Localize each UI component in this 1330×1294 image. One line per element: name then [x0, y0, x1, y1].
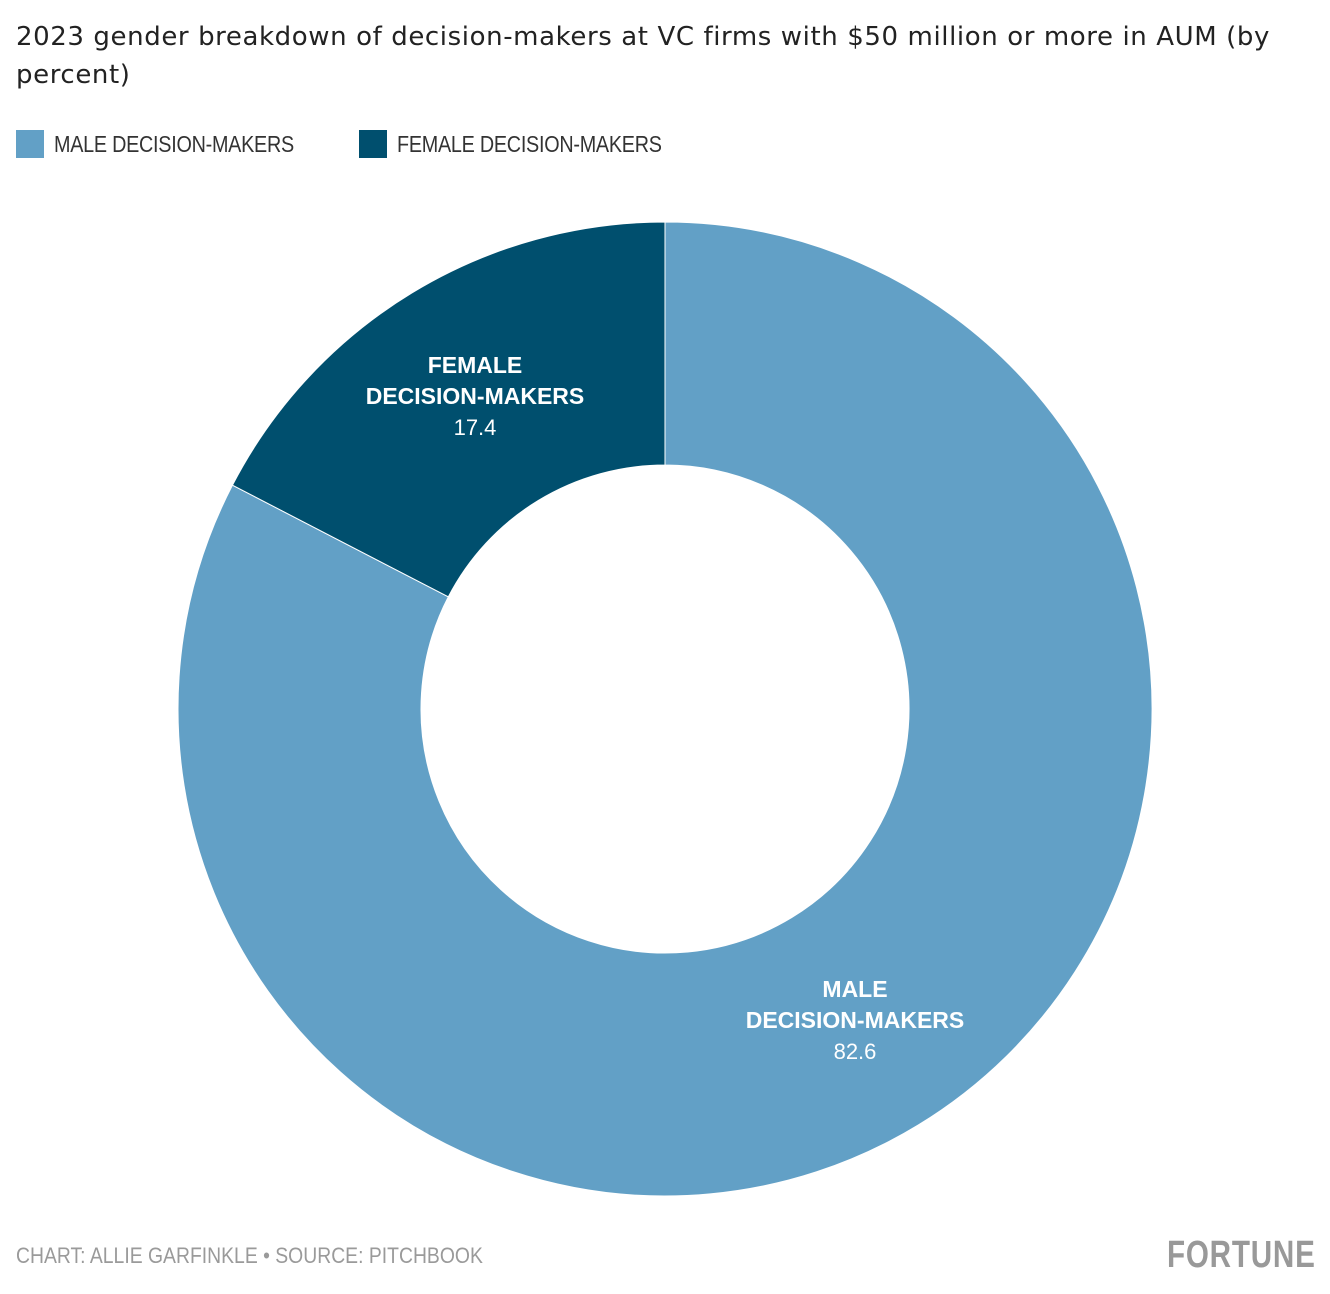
slice-label-female-decision-makers-line-1: DECISION-MAKERS: [366, 383, 585, 409]
slice-labels: MALE DECISION-MAKERS 82.6 FEMALE DECISION-MA…: [366, 352, 965, 1064]
legend-item-female: FEMALE DECISION-MAKERS: [359, 130, 665, 158]
slice-value-female-decision-makers: 17.4: [454, 415, 497, 440]
chart-credit: CHART: ALLIE GARFINKLE • SOURCE: PITCHBO…: [16, 1243, 483, 1268]
legend-label-female: FEMALE DECISION-MAKERS: [397, 130, 662, 157]
legend-swatch-male: [16, 130, 44, 158]
fortune-logo: FORTUNE: [1167, 1234, 1316, 1276]
legend-item-male: MALE DECISION-MAKERS: [16, 130, 294, 158]
slice-label-female-decision-makers-line-0: FEMALE: [428, 352, 523, 378]
slice-value-male-decision-makers: 82.6: [834, 1039, 877, 1064]
slice-label-male-decision-makers-line-0: MALE: [822, 976, 887, 1002]
legend-label-male: MALE DECISION-MAKERS: [54, 130, 294, 157]
slice-male-decision-makers: [177, 221, 1153, 1197]
slice-label-male-decision-makers-line-1: DECISION-MAKERS: [746, 1007, 965, 1033]
legend: MALE DECISION-MAKERS FEMALE DECISION-MAK…: [16, 129, 691, 159]
chart-title: 2023 gender breakdown of decision-makers…: [16, 22, 1270, 90]
slice-female-decision-makers: [231, 221, 666, 598]
donut-slices: [177, 221, 1153, 1197]
legend-swatch-female: [359, 130, 387, 158]
